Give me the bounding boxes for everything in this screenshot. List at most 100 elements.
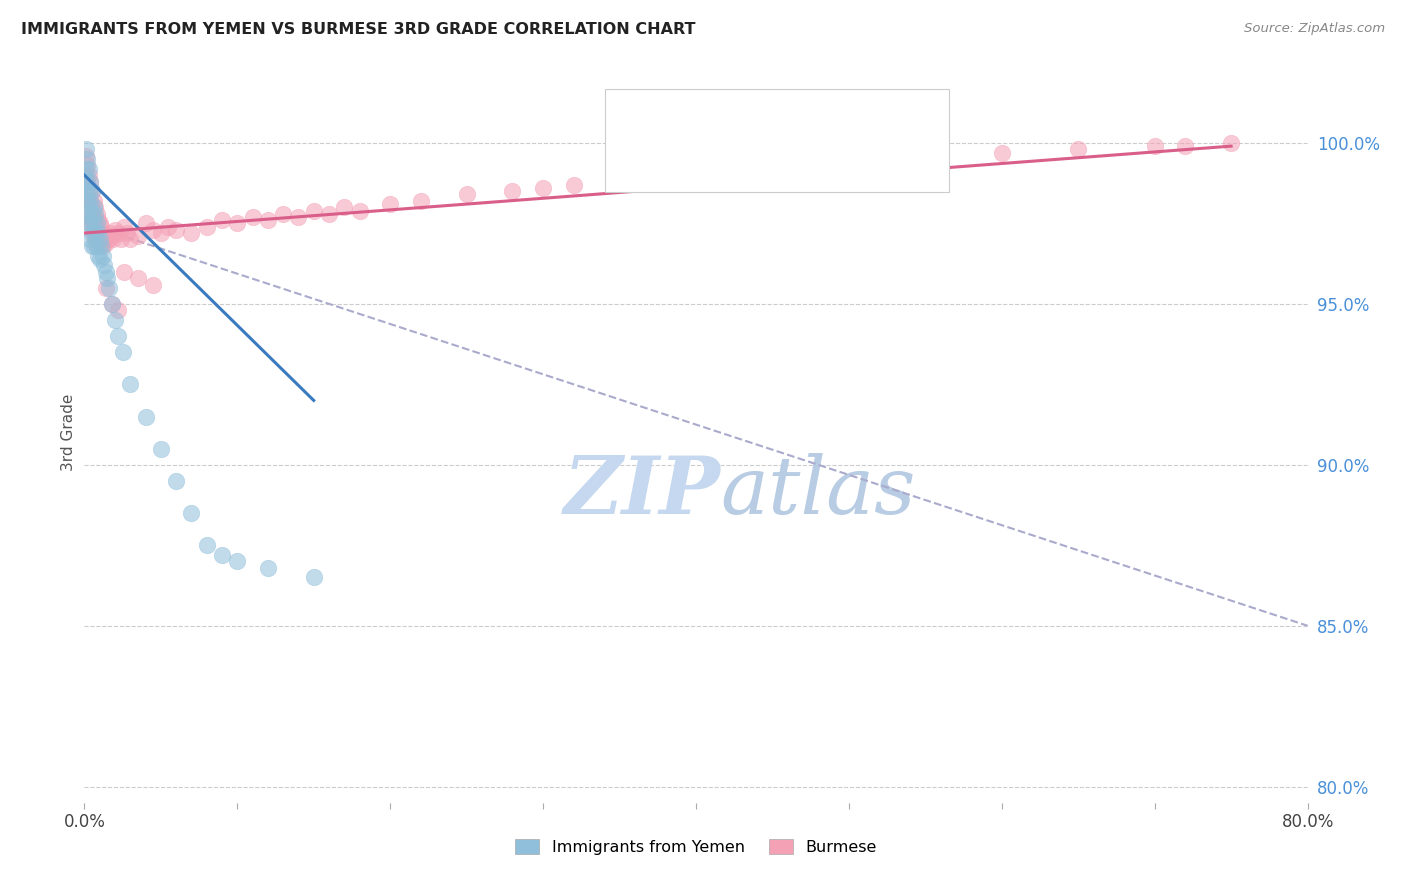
Point <box>654 171 676 186</box>
Point <box>333 200 356 214</box>
Point <box>73 175 96 189</box>
Text: N =: N = <box>801 112 841 130</box>
Point <box>112 219 135 234</box>
Point <box>80 184 103 198</box>
Point <box>409 194 432 208</box>
Text: R =: R = <box>668 112 706 130</box>
Point <box>107 226 129 240</box>
Point <box>77 168 100 182</box>
Text: 87: 87 <box>845 149 872 169</box>
Point <box>83 239 105 253</box>
Point <box>120 232 142 246</box>
Point <box>111 345 134 359</box>
Point <box>76 158 98 172</box>
Point <box>80 200 103 214</box>
Point <box>83 226 105 240</box>
Point <box>75 142 97 156</box>
Point <box>349 203 371 218</box>
Point <box>86 239 108 253</box>
Point <box>149 226 172 240</box>
Point <box>87 226 110 240</box>
Point <box>531 181 554 195</box>
Point <box>86 239 108 253</box>
Point <box>87 229 110 244</box>
Point <box>77 187 100 202</box>
Point <box>120 377 142 392</box>
Point <box>80 239 103 253</box>
Point <box>76 175 98 189</box>
Point <box>76 194 98 208</box>
Point <box>77 184 100 198</box>
Point <box>77 200 100 214</box>
Point <box>75 161 97 176</box>
Point <box>80 184 103 198</box>
Point <box>84 226 107 240</box>
Point <box>97 232 120 246</box>
Y-axis label: 3rd Grade: 3rd Grade <box>60 394 76 471</box>
Point <box>180 506 202 520</box>
Point <box>107 303 129 318</box>
Point <box>77 207 100 221</box>
Point <box>107 329 129 343</box>
Point <box>91 239 114 253</box>
Point <box>84 232 107 246</box>
Text: Source: ZipAtlas.com: Source: ZipAtlas.com <box>1244 22 1385 36</box>
Point <box>1174 139 1197 153</box>
Point <box>562 178 585 192</box>
Point <box>84 207 107 221</box>
Point <box>90 239 112 253</box>
Point <box>101 297 124 311</box>
Point <box>302 203 325 218</box>
Point <box>135 409 157 424</box>
Point <box>83 216 105 230</box>
Point <box>991 145 1014 160</box>
Point <box>79 213 101 227</box>
Point <box>195 219 218 234</box>
Point <box>87 249 110 263</box>
Point <box>90 219 112 234</box>
Point <box>104 313 127 327</box>
Point <box>79 232 101 246</box>
Point <box>271 207 294 221</box>
Text: IMMIGRANTS FROM YEMEN VS BURMESE 3RD GRADE CORRELATION CHART: IMMIGRANTS FROM YEMEN VS BURMESE 3RD GRA… <box>21 22 696 37</box>
Point <box>242 210 264 224</box>
Point <box>94 265 117 279</box>
Point <box>302 570 325 584</box>
Point <box>76 194 98 208</box>
Point <box>79 194 101 208</box>
Point <box>96 271 118 285</box>
Text: 51: 51 <box>845 112 872 131</box>
Point <box>94 281 117 295</box>
Point <box>1220 136 1243 150</box>
Point <box>104 223 127 237</box>
Point <box>609 175 631 189</box>
Point <box>211 213 233 227</box>
Point <box>685 168 707 182</box>
Text: -0.382: -0.382 <box>710 112 780 131</box>
Point <box>1143 139 1166 153</box>
Point <box>94 235 117 250</box>
Point <box>502 184 524 198</box>
Point <box>77 161 100 176</box>
Point <box>226 554 249 568</box>
Point <box>76 175 98 189</box>
Text: N =: N = <box>801 150 841 168</box>
Point <box>127 271 149 285</box>
Point <box>75 149 97 163</box>
Point <box>93 258 115 272</box>
Point <box>180 226 202 240</box>
Text: 0.308: 0.308 <box>710 149 779 169</box>
Point <box>165 223 187 237</box>
Text: ZIP: ZIP <box>564 453 720 531</box>
Point <box>89 216 111 230</box>
Point <box>83 194 105 208</box>
Point <box>142 223 165 237</box>
Point <box>287 210 309 224</box>
Point <box>79 175 101 189</box>
Point <box>226 216 249 230</box>
Bar <box>628 145 657 172</box>
Point <box>89 232 111 246</box>
Point <box>80 226 103 240</box>
Point <box>80 219 103 234</box>
Point <box>318 207 340 221</box>
